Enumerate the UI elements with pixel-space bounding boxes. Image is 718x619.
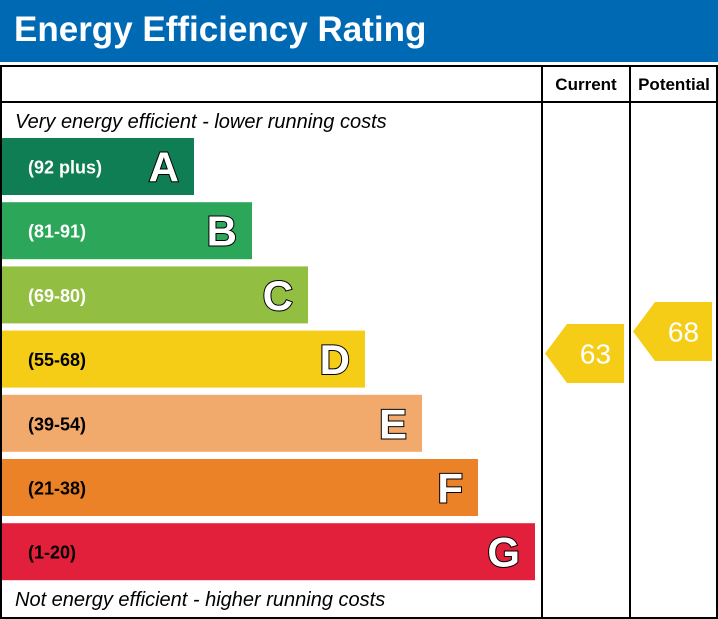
rating-arrows: 63 68 [545, 302, 712, 383]
current-column-header: Current [555, 75, 617, 94]
band-bar-b [2, 202, 252, 260]
outer-border [0, 65, 718, 619]
band-e: (39-54) E [2, 394, 422, 452]
potential-rating-arrow: 68 [633, 302, 712, 361]
band-a: (92 plus) A [2, 138, 194, 195]
band-bar-c [2, 266, 308, 324]
band-g: (1-20) G [2, 523, 535, 581]
page-title: Energy Efficiency Rating [14, 10, 427, 49]
caption-bottom: Not energy efficient - higher running co… [15, 589, 385, 611]
chart-frame [0, 65, 718, 619]
potential-rating-value: 68 [668, 317, 699, 348]
potential-column-header: Potential [638, 75, 710, 94]
band-letter-b: B [207, 208, 237, 255]
band-range-b: (81-91) [28, 222, 86, 242]
band-c: (69-80) C [2, 266, 308, 324]
band-letter-c: C [263, 272, 293, 319]
band-bar-g [2, 523, 535, 581]
band-bar-a [2, 138, 194, 195]
band-letter-g: G [487, 529, 520, 576]
band-range-e: (39-54) [28, 414, 86, 434]
band-f: (21-38) F [2, 459, 478, 516]
band-d: (55-68) D [2, 330, 365, 388]
potential-rating-shape [633, 302, 712, 361]
band-b: (81-91) B [2, 202, 252, 260]
band-range-c: (69-80) [28, 286, 86, 306]
band-bar-d [2, 330, 365, 388]
current-rating-value: 63 [580, 339, 611, 370]
band-letter-d: D [320, 336, 350, 383]
current-rating-arrow: 63 [545, 324, 624, 383]
header-bar: Energy Efficiency Rating [0, 0, 718, 62]
band-range-g: (1-20) [28, 543, 76, 563]
band-range-f: (21-38) [28, 479, 86, 499]
band-range-a: (92 plus) [28, 158, 102, 178]
caption-top: Very energy efficient - lower running co… [15, 111, 387, 133]
band-bar-f [2, 459, 478, 516]
band-letter-a: A [149, 144, 179, 191]
band-letter-f: F [437, 465, 463, 512]
band-letter-e: E [379, 400, 407, 447]
band-range-d: (55-68) [28, 350, 86, 370]
band-bar-e [2, 394, 422, 452]
current-rating-shape [545, 324, 624, 383]
rating-bands: (92 plus) A (81-91) B (69-80) C (55-68) D (39-54… [2, 138, 535, 581]
